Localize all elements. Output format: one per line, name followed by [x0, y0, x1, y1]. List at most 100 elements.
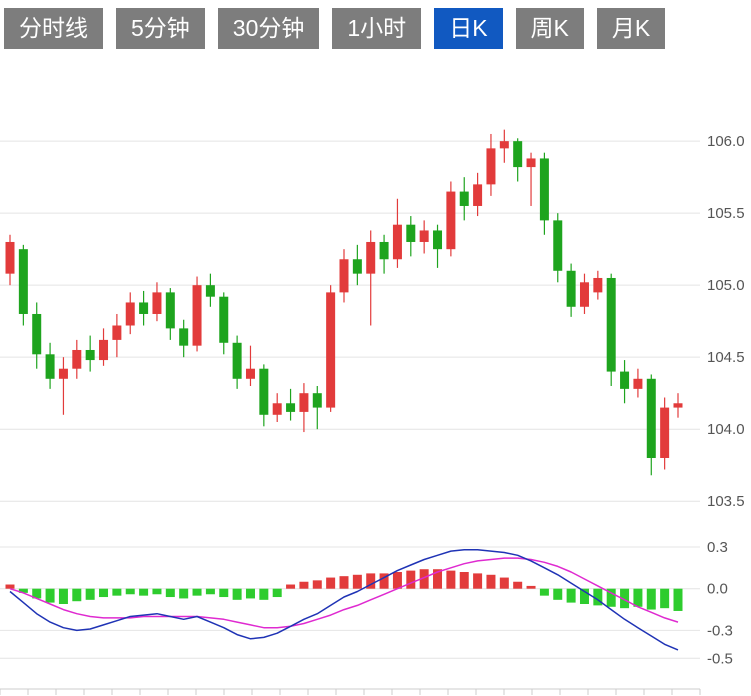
candle [660, 397, 670, 470]
candle-body [553, 220, 563, 271]
price-axis-label: 104.5 [707, 349, 745, 366]
candle-body [112, 325, 122, 340]
tab-minute-line[interactable]: 分时线 [4, 8, 103, 49]
macd-histogram-bar [112, 588, 122, 596]
tab-monthly-k[interactable]: 月K [596, 8, 666, 49]
candle-body [433, 230, 443, 250]
candle-body [192, 285, 202, 346]
candle-body [32, 313, 42, 355]
tab-weekly-k[interactable]: 周K [515, 8, 584, 49]
candle-body [379, 241, 389, 260]
price-axis-label: 105.5 [707, 205, 745, 222]
candle-body [633, 378, 643, 389]
candle [272, 393, 282, 422]
candle [499, 129, 509, 163]
candle [633, 368, 643, 398]
macd-histogram-bar [32, 588, 42, 599]
macd-axis-label: 0.3 [707, 539, 728, 556]
candle [245, 345, 255, 386]
candle-body [165, 292, 175, 329]
candle [539, 152, 549, 235]
candle [406, 216, 416, 257]
macd-histogram-bar [406, 570, 416, 589]
candle [620, 360, 630, 404]
macd-histogram-bar [392, 572, 402, 589]
macd-histogram-bar [379, 573, 389, 589]
candle-body [259, 368, 269, 415]
candle [45, 342, 55, 389]
candle [312, 385, 322, 430]
tab-1hour[interactable]: 1小时 [332, 8, 422, 49]
candle-body [72, 349, 82, 369]
candle-body [566, 270, 576, 307]
candle [352, 244, 362, 286]
candle-body [85, 349, 95, 361]
candle [486, 133, 496, 196]
macd-histogram-bar [152, 588, 162, 595]
candle [205, 273, 215, 307]
candle [419, 220, 429, 254]
candle [513, 138, 523, 182]
macd-histogram-bar [459, 572, 469, 589]
macd-histogram-bar [72, 588, 82, 602]
tab-daily-k[interactable]: 日K [434, 8, 503, 49]
candle [366, 230, 376, 326]
candle [192, 276, 202, 352]
macd-histogram-bar [366, 573, 376, 589]
candle [85, 335, 95, 372]
candle [125, 292, 135, 335]
macd-histogram-bar [633, 588, 643, 607]
tab-5min[interactable]: 5分钟 [116, 8, 205, 49]
candle-body [579, 282, 589, 307]
macd-histogram-bar [179, 588, 189, 599]
candle-body [339, 259, 349, 293]
candle-body [326, 292, 336, 408]
candle-body [459, 191, 469, 206]
candle-body [232, 342, 242, 379]
candle-body [620, 371, 630, 389]
candle-body [446, 191, 456, 250]
candle [286, 388, 296, 421]
macd-histogram-bar [259, 588, 269, 600]
macd-histogram-bar [286, 584, 296, 589]
macd-histogram-bar [566, 588, 576, 603]
macd-histogram-bar [553, 588, 563, 600]
candle [232, 335, 242, 389]
macd-histogram-bar [45, 588, 55, 603]
candle [326, 285, 336, 412]
macd-histogram-bar [219, 588, 229, 598]
candle [179, 319, 189, 358]
candle-body [406, 224, 416, 242]
candle-body [312, 393, 322, 408]
candle-body [45, 354, 55, 379]
macd-axis-label: 0.0 [707, 581, 728, 598]
macd-histogram-bar [205, 588, 215, 595]
candle [259, 364, 269, 427]
macd-histogram-bar [85, 588, 95, 600]
dif-line [9, 548, 679, 651]
macd-histogram-bar [99, 588, 109, 598]
macd-histogram-bar [660, 588, 670, 609]
candle-body [673, 403, 683, 408]
macd-histogram-bar [473, 573, 483, 589]
candle [593, 270, 603, 300]
macd-histogram-bar [539, 588, 549, 596]
candle-body [205, 285, 215, 297]
macd-histogram-bar [326, 577, 336, 589]
candle-body [646, 378, 656, 458]
candle [379, 234, 389, 274]
candle-body [593, 277, 603, 293]
candle [473, 172, 483, 217]
macd-histogram-bar [579, 588, 589, 604]
tab-30min[interactable]: 30分钟 [217, 8, 320, 49]
candle [139, 290, 149, 326]
macd-axis-label: -0.3 [707, 622, 733, 639]
candle [459, 177, 469, 221]
candle-body [18, 249, 28, 314]
candle-body [139, 302, 149, 314]
candle-body [419, 230, 429, 242]
macd-histogram-bar [499, 577, 509, 589]
candle [112, 313, 122, 358]
candle [219, 292, 229, 355]
candle [646, 374, 656, 476]
